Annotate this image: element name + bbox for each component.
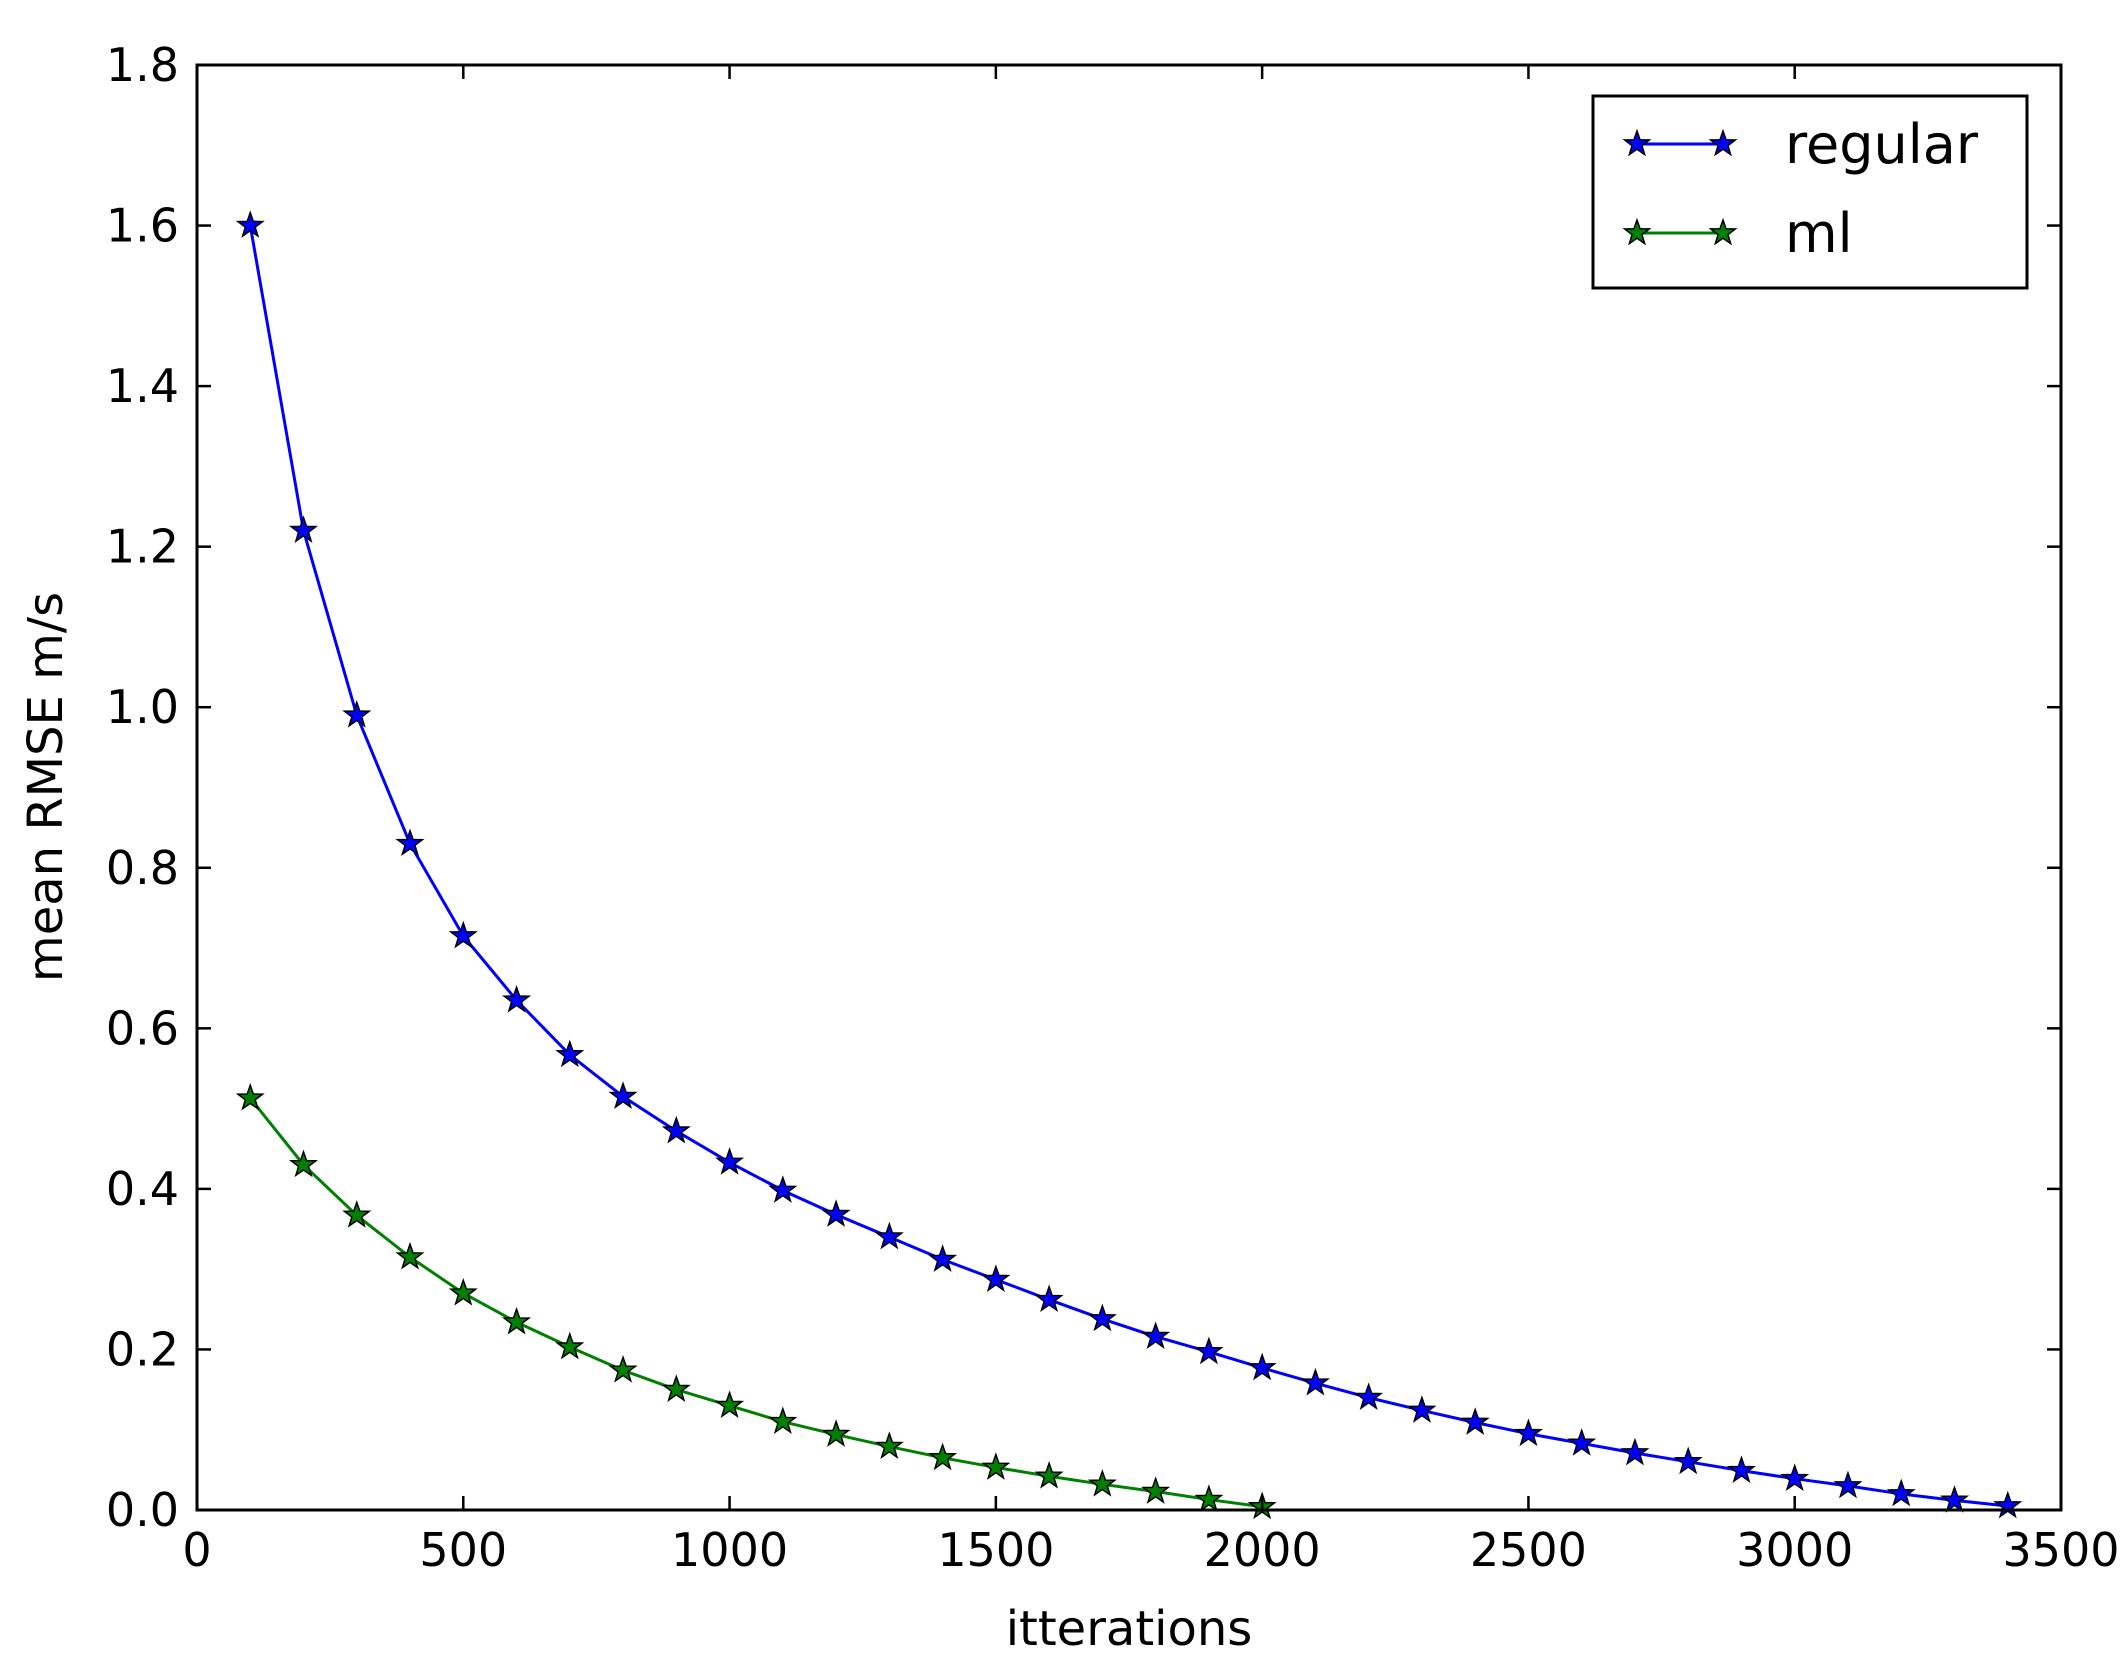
legend-label-ml: ml [1785, 202, 1853, 265]
data-point-ml [448, 1277, 478, 1306]
legend-label-regular: regular [1785, 113, 1979, 176]
data-point-regular [981, 1264, 1011, 1292]
data-point-regular [1993, 1490, 2023, 1519]
legend: regular ml [1591, 94, 2029, 290]
data-point-regular [288, 515, 319, 543]
y-tick-label: 0.6 [106, 1001, 179, 1055]
data-point-regular [1567, 1428, 1597, 1456]
data-point-ml [555, 1331, 585, 1360]
data-point-regular [608, 1081, 638, 1109]
data-point-ml [874, 1431, 904, 1459]
data-point-ml [288, 1149, 319, 1178]
data-point-regular [928, 1244, 958, 1272]
data-point-ml [981, 1452, 1011, 1480]
legend-box [1591, 94, 2029, 290]
axis-ticks: 0 500 1000 1500 2000 2500 3000 3500 0.0 0.2 0.4 0.6… [106, 38, 2120, 1577]
data-point-regular [448, 920, 478, 949]
x-tick-label: 0 [182, 1523, 211, 1577]
series-line-ml [249, 1097, 1263, 1509]
data-point-regular [1034, 1284, 1064, 1313]
data-point-regular [1407, 1395, 1437, 1423]
data-point-ml [502, 1306, 532, 1335]
data-point-regular [1194, 1336, 1224, 1365]
data-point-regular [502, 984, 532, 1013]
data-point-regular [1247, 1352, 1277, 1381]
y-tick-label: 0.0 [106, 1483, 179, 1537]
y-tick-label: 0.8 [106, 841, 179, 895]
data-point-regular [1726, 1455, 1756, 1484]
data-point-ml [235, 1082, 265, 1111]
series-line-regular [248, 225, 2008, 1508]
y-tick-label: 1.4 [106, 359, 179, 413]
plot-area-frame [195, 63, 2063, 1512]
legend-marker-regular [1622, 128, 1652, 157]
data-point-regular [661, 1115, 691, 1144]
x-tick-label: 2000 [1204, 1523, 1321, 1577]
y-tick-label: 1.8 [106, 38, 179, 92]
data-point-regular [1087, 1303, 1117, 1332]
series-layer [235, 210, 2023, 1520]
data-point-ml [768, 1406, 798, 1435]
x-tick-label: 500 [419, 1523, 507, 1577]
data-point-regular [1886, 1478, 1916, 1507]
x-tick-label: 1500 [937, 1523, 1054, 1577]
y-tick-label: 0.4 [106, 1162, 179, 1216]
data-point-regular [1141, 1321, 1171, 1349]
data-point-regular [555, 1039, 585, 1068]
legend-marker-ml [1622, 217, 1652, 246]
data-point-regular [395, 828, 425, 857]
y-tick-label: 1.2 [106, 520, 179, 574]
x-axis-label: itterations [1006, 1601, 1253, 1657]
data-point-regular [342, 699, 372, 728]
x-tick-label: 3000 [1736, 1523, 1853, 1577]
data-point-ml [1087, 1469, 1117, 1497]
y-tick-label: 0.2 [106, 1322, 179, 1376]
data-point-regular [1673, 1446, 1703, 1475]
data-point-ml [342, 1200, 372, 1228]
data-point-ml [715, 1390, 745, 1419]
data-point-regular [1833, 1470, 1863, 1499]
data-point-ml [1034, 1460, 1064, 1489]
data-point-ml [608, 1355, 638, 1383]
data-point-regular [1939, 1485, 1970, 1513]
data-point-regular [1780, 1463, 1810, 1492]
y-tick-label: 1.6 [106, 199, 179, 253]
data-point-ml [1194, 1484, 1224, 1512]
data-point-regular [235, 210, 265, 238]
x-tick-label: 1000 [671, 1523, 788, 1577]
y-tick-label: 1.0 [106, 680, 179, 734]
y-axis-label: mean RMSE m/s [18, 592, 74, 982]
data-point-regular [1620, 1437, 1650, 1466]
data-point-regular [715, 1147, 745, 1175]
x-tick-label: 3500 [2002, 1523, 2119, 1577]
x-tick-label: 2500 [1470, 1523, 1587, 1577]
data-point-ml [1141, 1476, 1171, 1504]
data-point-regular [1460, 1407, 1490, 1435]
data-point-regular [1300, 1367, 1330, 1396]
data-point-ml [821, 1419, 851, 1447]
legend-marker-ml [1708, 217, 1738, 246]
data-point-regular [874, 1221, 904, 1250]
data-point-regular [1354, 1382, 1384, 1410]
data-point-ml [661, 1374, 691, 1402]
legend-marker-regular [1708, 128, 1738, 157]
data-point-regular [768, 1175, 798, 1203]
data-point-regular [1513, 1418, 1543, 1447]
data-point-regular [821, 1199, 851, 1227]
data-point-ml [395, 1241, 425, 1270]
data-point-ml [928, 1442, 958, 1471]
